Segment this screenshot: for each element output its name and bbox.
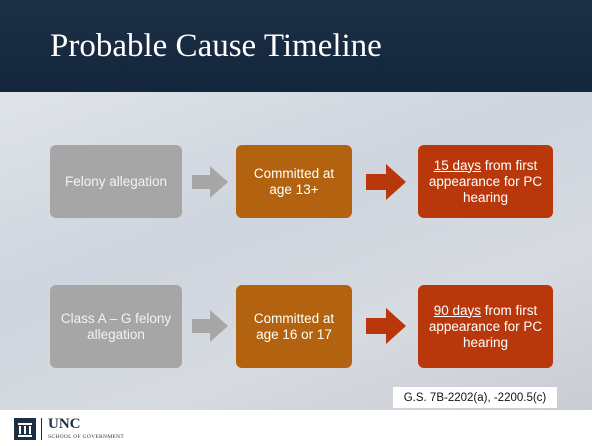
arrow bbox=[366, 308, 406, 344]
allegation: Class A – G felony allegation bbox=[56, 311, 176, 343]
commitment: Committed at age 16 or 17 bbox=[242, 311, 346, 343]
deadline-emphasis: 15 days bbox=[434, 158, 481, 173]
logo-subtitle: SCHOOL OF GOVERNMENT bbox=[48, 434, 124, 440]
logo-icon bbox=[14, 418, 36, 440]
arrow bbox=[192, 166, 228, 198]
deadline-box: 15 days from first appearance for PC hea… bbox=[418, 145, 553, 218]
deadline: 90 days from first appearance for PC hea… bbox=[424, 303, 547, 351]
commitment: Committed at age 13+ bbox=[242, 166, 346, 198]
commitment-box: Committed at age 16 or 17 bbox=[236, 285, 352, 368]
logo-text: UNC bbox=[48, 416, 81, 433]
title: Probable Cause Timeline bbox=[50, 28, 382, 65]
allegation: Felony allegation bbox=[65, 174, 167, 190]
deadline: 15 days from first appearance for PC hea… bbox=[424, 158, 547, 206]
slide: Probable Cause Timeline Felony allegatio… bbox=[0, 0, 592, 446]
allegation-box: Class A – G felony allegation bbox=[50, 285, 182, 368]
header: Probable Cause Timeline bbox=[0, 0, 592, 92]
arrow bbox=[192, 310, 228, 342]
allegation-box: Felony allegation bbox=[50, 145, 182, 218]
commitment-box: Committed at age 13+ bbox=[236, 145, 352, 218]
deadline-box: 90 days from first appearance for PC hea… bbox=[418, 285, 553, 368]
deadline-emphasis: 90 days bbox=[434, 303, 481, 318]
citation: G.S. 7B-2202(a), -2200.5(c) bbox=[393, 387, 557, 408]
divider bbox=[41, 418, 42, 440]
arrow bbox=[366, 164, 406, 200]
footer: UNC SCHOOL OF GOVERNMENT bbox=[0, 410, 592, 446]
